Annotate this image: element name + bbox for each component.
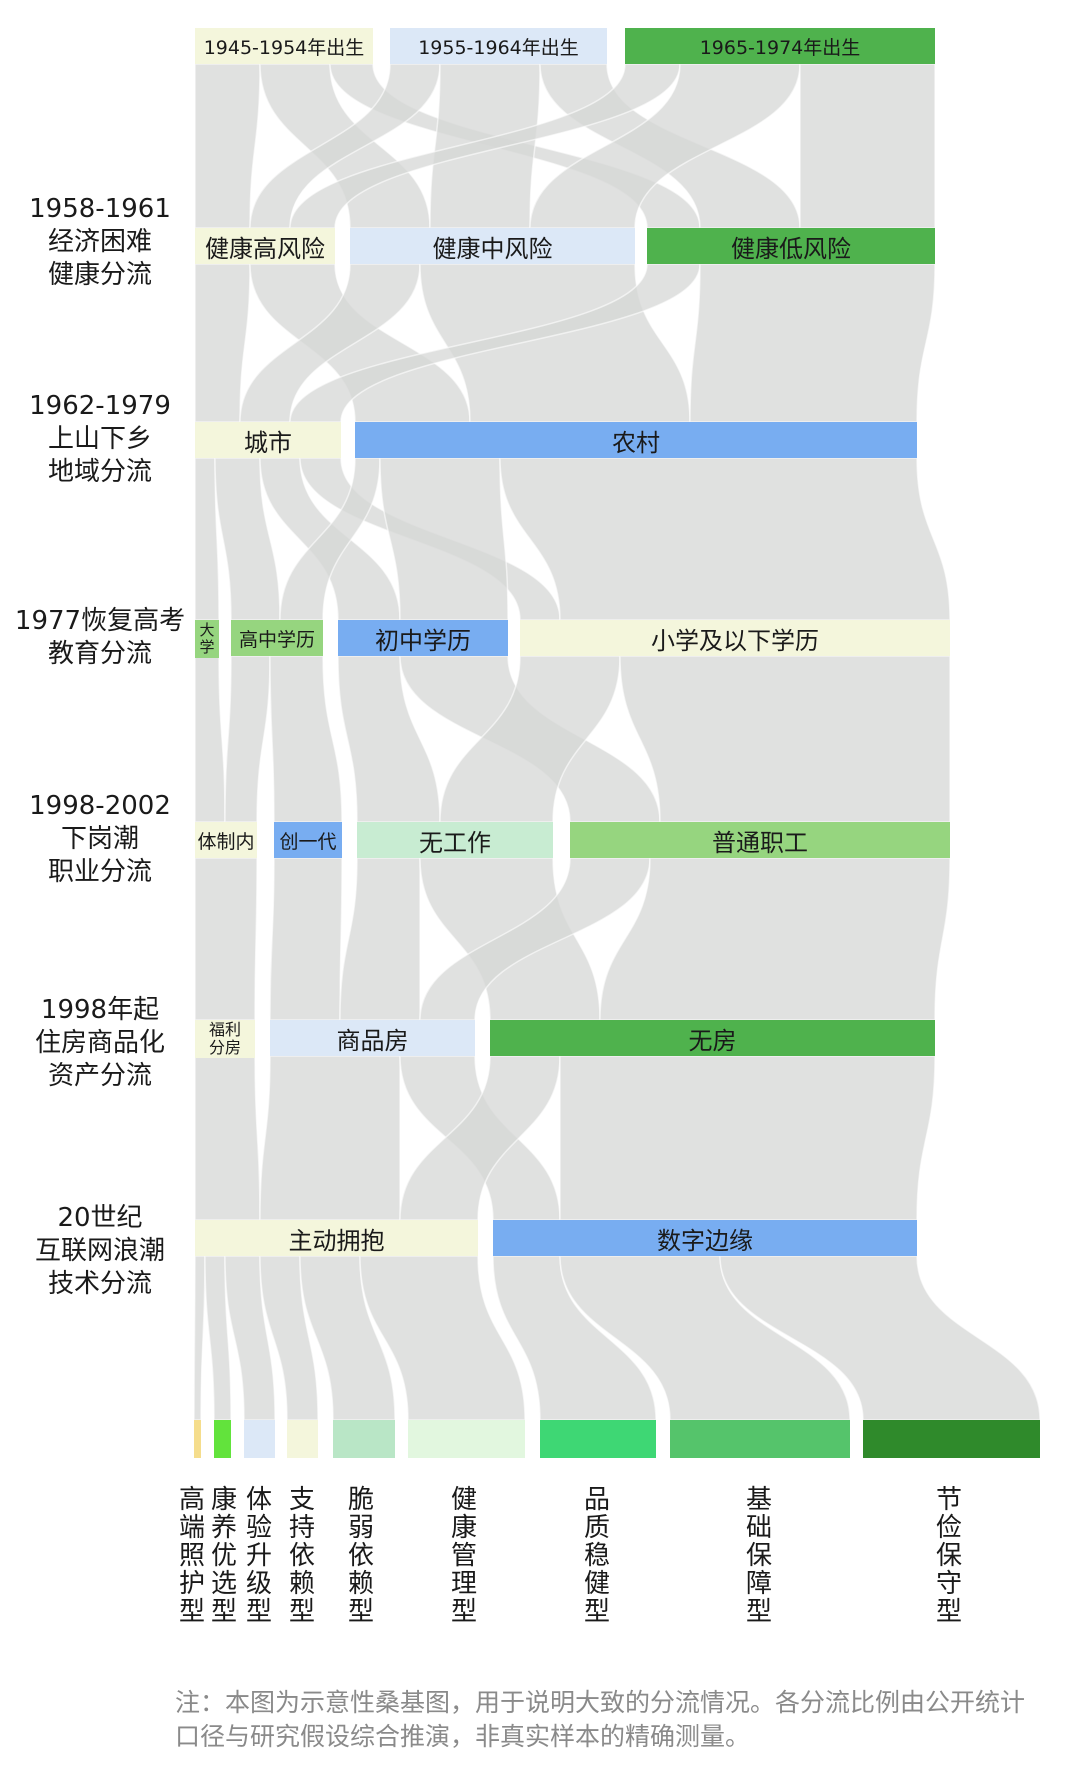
row-label-region: 1962-1979 上山下乡 地域分流 <box>29 391 171 487</box>
node-region-rural: 农村 <box>355 422 917 458</box>
node-edu-highschool: 高中学历 <box>231 620 323 656</box>
flow-ribbon <box>399 1055 561 1221</box>
row-label-tech: 20世纪 互联网浪潮 技术分流 <box>34 1203 165 1299</box>
row-label-education: 1977恢复高考 教育分流 <box>14 606 186 669</box>
flow-ribbon <box>204 1255 232 1421</box>
node-health-low: 健康低风险 <box>647 228 935 264</box>
node-edu-middle: 初中学历 <box>338 620 508 656</box>
flow-ribbon <box>224 1255 276 1421</box>
flow-ribbon <box>259 1055 401 1221</box>
flow-ribbon <box>689 263 936 423</box>
flow-ribbon <box>529 63 801 229</box>
node-tech-margin: 数字边缘 <box>493 1220 917 1256</box>
outcome-bar-health-mgmt <box>408 1420 525 1458</box>
outcome-label-upgrade: 体验升级型 <box>245 1485 272 1627</box>
node-career-system: 体制内 <box>195 822 257 858</box>
node-health-mid: 健康中风险 <box>350 228 635 264</box>
flow-ribbon <box>299 1255 396 1421</box>
flow-ribbon <box>559 1055 936 1221</box>
node-housing-none: 无房 <box>490 1020 935 1056</box>
node-edu-primary: 小学及以下学历 <box>520 620 950 656</box>
outcome-bar-fragile <box>333 1420 395 1458</box>
flow-ribbon <box>492 1255 657 1421</box>
node-career-founder: 创一代 <box>274 822 342 858</box>
outcome-label-health-mgmt: 健康管理型 <box>450 1485 477 1627</box>
flow-ribbon <box>419 857 651 1021</box>
node-region-city: 城市 <box>195 422 341 458</box>
row-label-career: 1998-2002 下岗潮 职业分流 <box>29 791 171 887</box>
flow-ribbon <box>194 263 251 423</box>
flow-ribbon <box>499 457 951 621</box>
flow-ribbon <box>224 655 271 823</box>
flow-ribbon <box>379 457 509 621</box>
outcome-label-high-end-care: 高端照护型 <box>178 1485 205 1627</box>
outcome-label-basic: 基础保障型 <box>745 1485 772 1627</box>
outcome-bar-wellness <box>214 1420 231 1458</box>
flow-ribbon <box>799 63 936 229</box>
node-career-unemployed: 无工作 <box>357 822 553 858</box>
outcome-bar-basic <box>670 1420 850 1458</box>
node-cohort-1955: 1955-1964年出生 <box>390 28 607 64</box>
flow-ribbon <box>619 655 951 823</box>
outcome-bar-upgrade <box>244 1420 275 1458</box>
outcome-bar-support <box>287 1420 318 1458</box>
flow-ribbon <box>269 857 343 1021</box>
row-label-housing: 1998年起 住房商品化 资产分流 <box>34 995 165 1091</box>
outcome-label-fragile: 脆弱依赖型 <box>347 1485 374 1627</box>
flow-ribbon <box>339 857 421 1021</box>
outcome-bar-high-end-care <box>194 1420 201 1458</box>
outcome-label-support: 支持依赖型 <box>288 1485 315 1627</box>
node-cohort-1945: 1945-1954年出生 <box>195 28 373 64</box>
flow-ribbon <box>193 1255 206 1421</box>
node-health-high: 健康高风险 <box>195 228 335 264</box>
outcome-bar-quality <box>540 1420 656 1458</box>
node-tech-embrace: 主动拥抱 <box>195 1220 478 1256</box>
flow-ribbon <box>439 655 621 823</box>
flow-ribbon <box>194 857 258 1021</box>
outcome-label-wellness: 康养优选型 <box>210 1485 237 1627</box>
flow-ribbon <box>269 655 343 823</box>
node-housing-commercial: 商品房 <box>270 1020 475 1056</box>
flow-ribbon <box>559 1255 851 1421</box>
outcome-bar-frugal <box>863 1420 1040 1458</box>
outcome-label-quality: 品质稳健型 <box>583 1485 610 1627</box>
node-housing-welfare: 福利分房 <box>195 1020 255 1058</box>
flow-ribbon <box>194 1055 261 1221</box>
flow-ribbon <box>359 1255 526 1421</box>
flow-ribbon <box>194 457 220 621</box>
node-edu-university: 大学 <box>195 620 219 658</box>
flow-ribbon <box>289 63 681 229</box>
node-career-worker: 普通职工 <box>570 822 950 858</box>
node-cohort-1965: 1965-1974年出生 <box>625 28 935 64</box>
flow-ribbon <box>259 1255 319 1421</box>
flow-ribbon <box>599 857 951 1021</box>
row-label-health: 1958-1961 经济困难 健康分流 <box>29 194 171 290</box>
outcome-label-frugal: 节俭保守型 <box>935 1485 962 1627</box>
flow-ribbon <box>194 63 261 229</box>
flow-ribbon <box>289 263 701 423</box>
footnote: 注：本图为示意性桑基图，用于说明大致的分流情况。各分流比例由公开统计口径与研究假… <box>175 1688 1026 1751</box>
